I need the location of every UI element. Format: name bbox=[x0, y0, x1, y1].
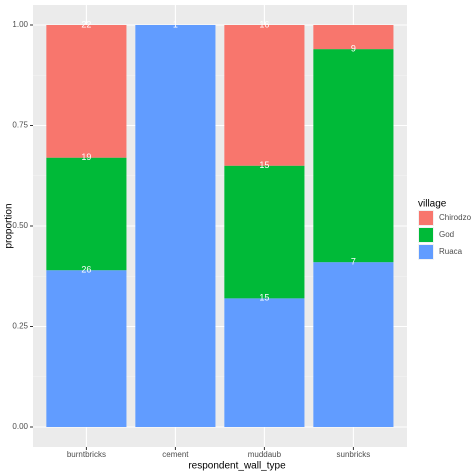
count-label: 1 bbox=[173, 19, 178, 29]
x-axis-title: respondent_wall_type bbox=[188, 461, 286, 472]
legend-key bbox=[419, 211, 433, 225]
x-tick-label: sunbricks bbox=[337, 450, 371, 459]
y-tick-label: 1.00 bbox=[12, 20, 28, 29]
y-tick-label: 0.00 bbox=[12, 422, 28, 431]
bar-segment bbox=[313, 25, 394, 50]
y-axis-title: proportion bbox=[4, 203, 15, 248]
bar-segment bbox=[313, 262, 394, 427]
bar-segment bbox=[135, 25, 216, 427]
count-label: 16 bbox=[259, 19, 269, 29]
y-tick-label: 0.75 bbox=[12, 121, 28, 130]
legend-label: Ruaca bbox=[439, 247, 463, 256]
y-tick-label: 0.25 bbox=[12, 322, 28, 331]
bar-segment bbox=[224, 165, 305, 299]
x-tick-label: muddaub bbox=[248, 450, 282, 459]
legend-key bbox=[419, 245, 433, 259]
bar-segment bbox=[46, 270, 127, 427]
count-label: 26 bbox=[81, 265, 91, 275]
count-label: 15 bbox=[259, 293, 269, 303]
count-label: 19 bbox=[81, 152, 91, 162]
legend-title: village bbox=[418, 199, 447, 210]
bar-segment bbox=[313, 49, 394, 263]
count-label: 22 bbox=[81, 19, 91, 29]
legend-label: God bbox=[439, 230, 454, 239]
x-tick-label: burntbricks bbox=[67, 450, 106, 459]
x-tick-label: cement bbox=[162, 450, 189, 459]
count-label: 9 bbox=[351, 43, 356, 53]
bar-segment bbox=[46, 25, 127, 158]
bar-segment bbox=[224, 298, 305, 427]
count-label: 7 bbox=[351, 257, 356, 267]
y-tick-label: 0.50 bbox=[12, 221, 28, 230]
count-label: 15 bbox=[259, 160, 269, 170]
bar-segment bbox=[224, 25, 305, 166]
bar-segment bbox=[46, 157, 127, 271]
legend-key bbox=[419, 228, 433, 242]
legend-label: Chirodzo bbox=[439, 213, 472, 222]
